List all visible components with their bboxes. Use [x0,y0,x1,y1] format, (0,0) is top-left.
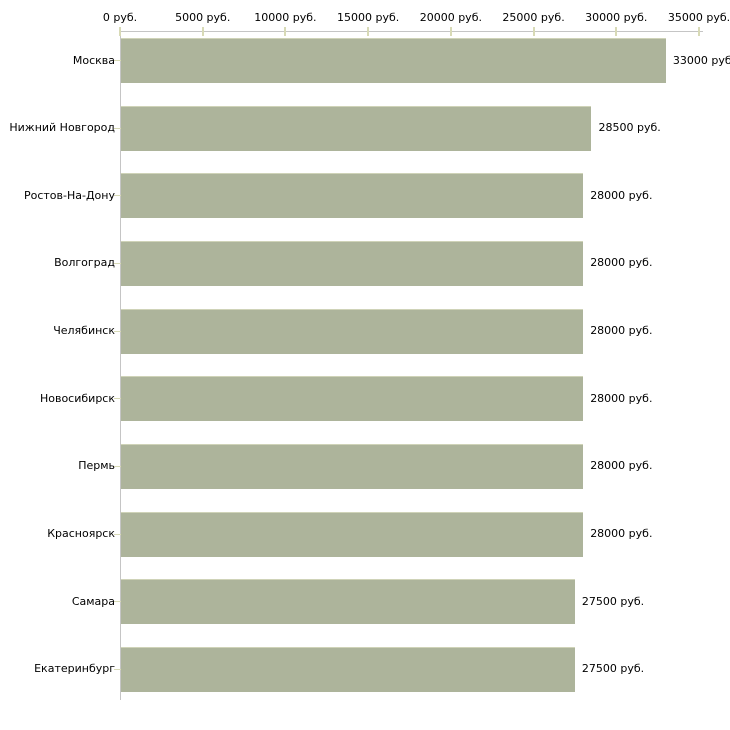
category-tick [114,195,121,197]
x-axis-tick-label: 30000 руб. [585,11,648,24]
category-label: Новосибирск [39,391,115,405]
category-tick [114,330,121,332]
x-axis-tick-label: 20000 руб. [419,11,482,24]
x-axis-tick-label: 15000 руб. [337,11,400,24]
x-axis-tick-label: 10000 руб. [254,11,317,24]
bar [121,38,666,83]
bar [121,308,584,354]
category-tick [114,601,121,603]
x-axis-tick [119,27,121,36]
x-axis-tick [201,27,204,36]
category-tick [114,127,121,129]
x-axis-tick [284,27,287,36]
category-tick [114,668,121,670]
category-tick [114,533,121,535]
x-axis-tick-label: 35000 руб. [667,11,730,24]
bar [121,376,584,422]
category-label: Ростов-На-Дону [23,188,115,202]
category-tick [114,465,121,467]
bar [121,646,575,692]
x-axis-tick [449,27,452,36]
bar [121,511,584,557]
x-axis-line [120,31,703,32]
value-label: 28000 руб. [590,391,653,405]
bar [121,443,584,489]
bar [121,579,575,625]
category-label: Пермь [78,459,115,473]
value-label: 28000 руб. [590,527,653,541]
category-label: Самара [71,594,115,608]
value-label: 28500 руб. [598,121,661,135]
category-label: Нижний Новгород [9,121,115,135]
y-axis-line [120,31,121,700]
value-label: 28000 руб. [590,188,653,202]
category-tick [114,398,121,400]
x-axis-tick [532,27,535,36]
bar [121,105,592,151]
x-axis-tick [367,27,370,36]
category-label: Красноярск [47,527,115,541]
x-axis-tick-label: 25000 руб. [502,11,565,24]
value-label: 27500 руб. [581,594,645,608]
category-label: Екатеринбург [34,662,115,676]
category-tick [114,262,121,264]
x-axis-tick [698,27,700,36]
x-axis-tick-label: 5000 руб. [175,11,231,24]
value-label: 27500 руб. [581,662,645,676]
category-label: Москва [72,53,115,67]
category-label: Волгоград [54,256,115,270]
value-label: 33000 руб [672,53,730,67]
category-label: Челябинск [53,324,115,338]
value-label: 28000 руб. [590,459,653,473]
x-axis-tick-label: 0 руб. [102,11,138,24]
bar [121,173,584,219]
value-label: 28000 руб. [590,324,653,338]
bar [121,240,584,286]
value-label: 28000 руб. [590,256,653,270]
category-tick [114,60,121,61]
x-axis-tick [615,27,618,36]
